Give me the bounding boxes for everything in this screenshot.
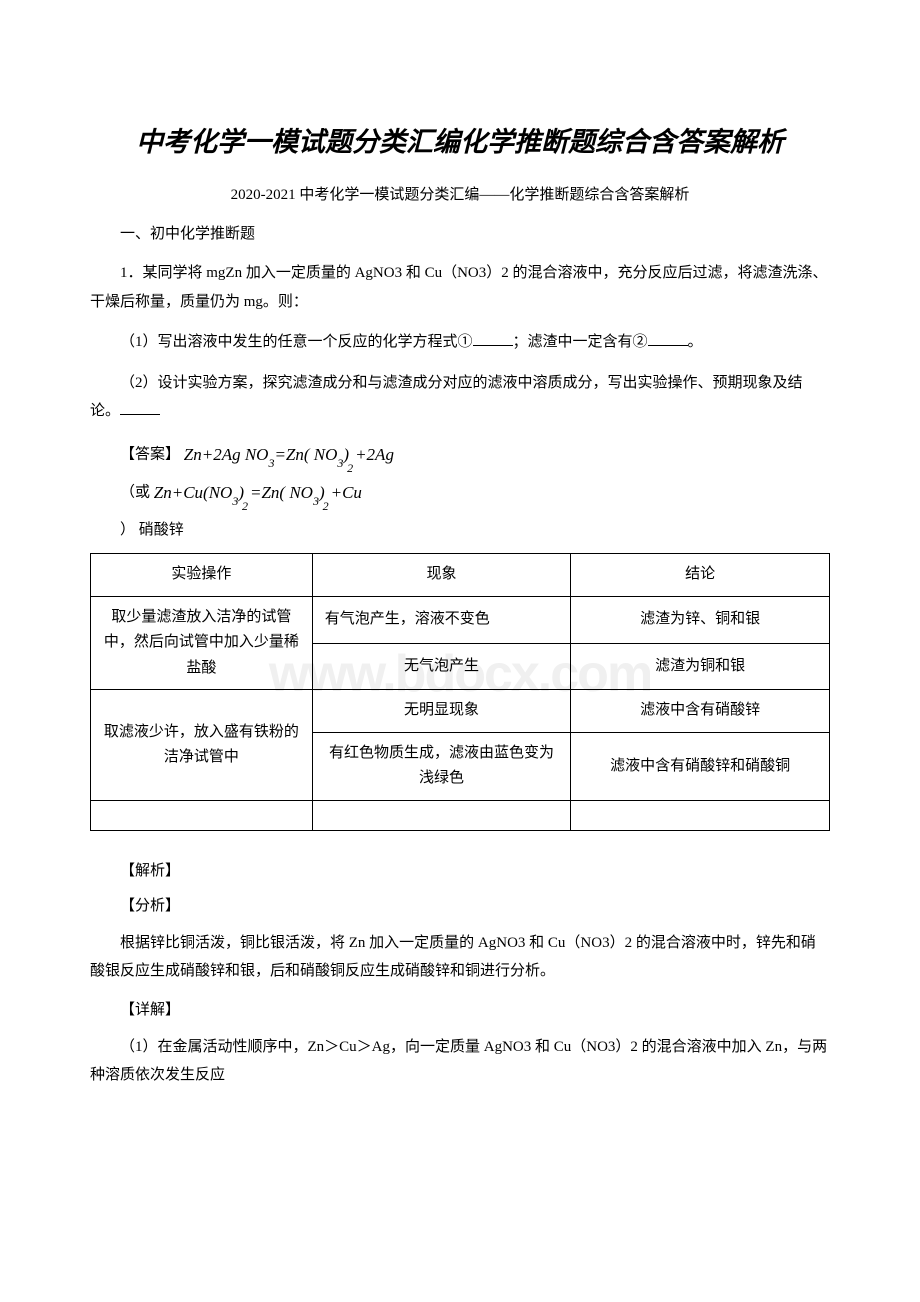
cell-concl-4: 滤液中含有硝酸锌和硝酸铜 [571, 732, 830, 800]
cell-op-1: 取少量滤渣放入洁净的试管中，然后向试管中加入少量稀盐酸 [91, 596, 313, 690]
equation-2: Zn+Cu(NO3)2=Zn( NO3)2+Cu [154, 483, 362, 502]
th-operation: 实验操作 [91, 554, 313, 597]
table-row: 取滤液少许，放入盛有铁粉的洁净试管中 无明显现象 滤液中含有硝酸锌 [91, 690, 830, 733]
cell-phenom-3: 无明显现象 [312, 690, 571, 733]
experiment-table-container: www.bdocx.com 实验操作 现象 结论 取少量滤渣放入洁净的试管中，然… [90, 553, 830, 831]
question-part1: （1）写出溶液中发生的任意一个反应的化学方程式① ；滤渣中一定含有② 。 [90, 328, 830, 357]
table-header-row: 实验操作 现象 结论 [91, 554, 830, 597]
blank-2 [648, 331, 688, 346]
explain-label-2: 【分析】 [90, 894, 830, 915]
th-phenomenon: 现象 [312, 554, 571, 597]
cell-concl-1: 滤渣为锌、铜和银 [571, 596, 830, 643]
blank-1 [473, 331, 513, 346]
table-row-empty [91, 800, 830, 830]
answer-line-2: （或 Zn+Cu(NO3)2=Zn( NO3)2+Cu [90, 476, 830, 510]
q1-suffix: 。 [688, 334, 703, 350]
table-row: 取少量滤渣放入洁净的试管中，然后向试管中加入少量稀盐酸 有气泡产生，溶液不变色 … [91, 596, 830, 643]
explain-label-1: 【解析】 [90, 859, 830, 880]
analysis-text: 根据锌比铜活泼，铜比银活泼，将 Zn 加入一定质量的 AgNO3 和 Cu（NO… [90, 929, 830, 986]
question-part2: （2）设计实验方案，探究滤渣成分和与滤渣成分对应的滤液中溶质成分，写出实验操作、… [90, 369, 830, 426]
empty-cell [571, 800, 830, 830]
page-title: 中考化学一模试题分类汇编化学推断题综合含答案解析 [90, 120, 830, 159]
q2-text: （2）设计实验方案，探究滤渣成分和与滤渣成分对应的滤液中溶质成分，写出实验操作、… [90, 375, 803, 420]
or-label: （或 [120, 485, 150, 501]
question-stem: 1．某同学将 mgZn 加入一定质量的 AgNO3 和 Cu（NO3）2 的混合… [90, 259, 830, 316]
th-conclusion: 结论 [571, 554, 830, 597]
explain-label-3: 【详解】 [90, 998, 830, 1019]
cell-phenom-4: 有红色物质生成，滤液由蓝色变为浅绿色 [312, 732, 571, 800]
answer-line-1: 【答案】 Zn+2Ag NO3=Zn( NO3)2+2Ag [90, 438, 830, 472]
cell-concl-2: 滤渣为铜和银 [571, 643, 830, 690]
equation-1: Zn+2Ag NO3=Zn( NO3)2+2Ag [184, 445, 394, 464]
blank-3 [120, 400, 160, 415]
q1-prefix: （1）写出溶液中发生的任意一个反应的化学方程式① [120, 334, 473, 350]
cell-op-2: 取滤液少许，放入盛有铁粉的洁净试管中 [91, 690, 313, 801]
answer-end: ） 硝酸锌 [90, 518, 830, 539]
cell-phenom-1: 有气泡产生，溶液不变色 [312, 596, 571, 643]
section-header: 一、初中化学推断题 [90, 222, 830, 243]
page-subtitle: 2020-2021 中考化学一模试题分类汇编——化学推断题综合含答案解析 [90, 183, 830, 204]
q1-middle: ；滤渣中一定含有② [513, 334, 648, 350]
cell-concl-3: 滤液中含有硝酸锌 [571, 690, 830, 733]
answer-label: 【答案】 [120, 446, 180, 462]
detail-text: （1）在金属活动性顺序中，Zn＞Cu＞Ag，向一定质量 AgNO3 和 Cu（N… [90, 1033, 830, 1090]
experiment-table: 实验操作 现象 结论 取少量滤渣放入洁净的试管中，然后向试管中加入少量稀盐酸 有… [90, 553, 830, 831]
empty-cell [312, 800, 571, 830]
cell-phenom-2: 无气泡产生 [312, 643, 571, 690]
empty-cell [91, 800, 313, 830]
